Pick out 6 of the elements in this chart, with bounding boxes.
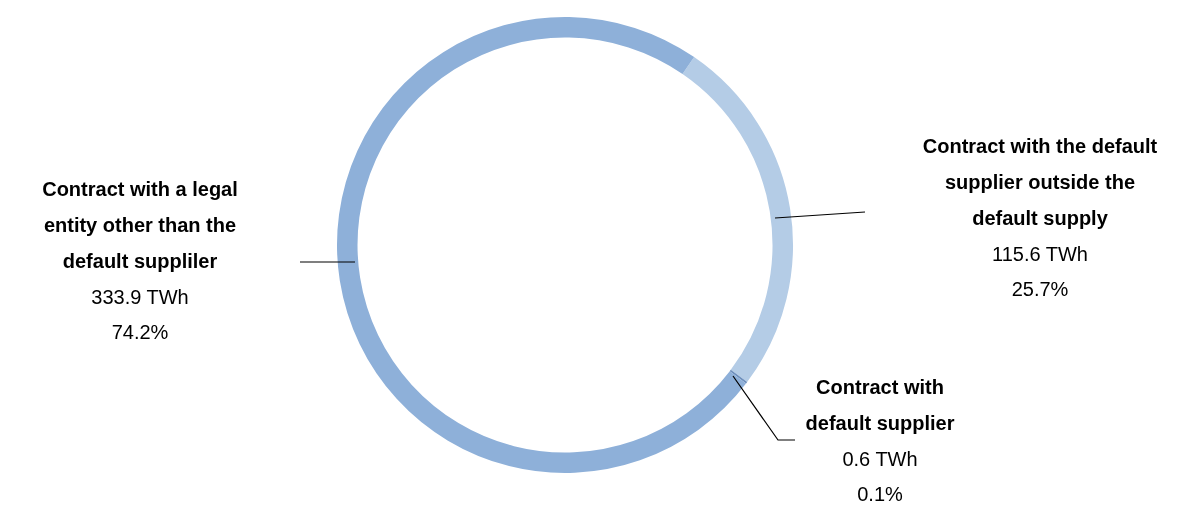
data-label: 333.9 TWh 74.2% [91, 285, 189, 343]
slice-label: Contract with default supplier [805, 375, 955, 434]
data-label: 115.6 TWh 25.7% [992, 242, 1088, 300]
slice-label: Contract with a legal entity other than the default suppliler [42, 177, 238, 272]
slice-label: Contract with the default supplier outside the default supply [922, 134, 1158, 229]
data-label: 0.6 TWh 0.1% [842, 447, 918, 505]
